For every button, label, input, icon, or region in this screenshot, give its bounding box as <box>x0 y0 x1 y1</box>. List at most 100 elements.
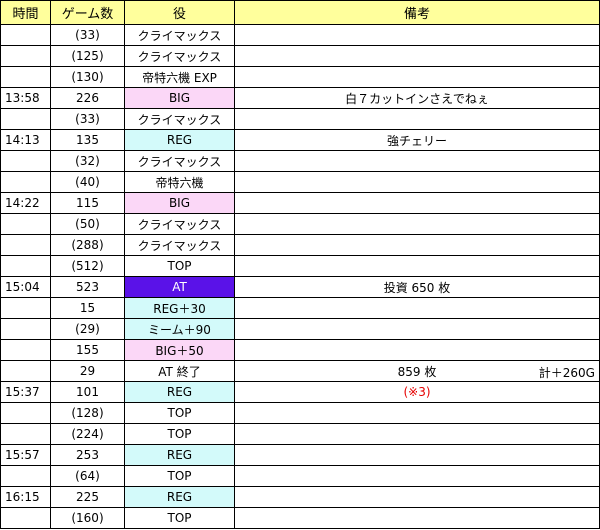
header-cell: 時間 <box>0 0 51 25</box>
note-cell <box>234 213 600 235</box>
table-row: 15:37 101 REG (※3) <box>0 381 600 403</box>
note-cell: 投資 650 枚 <box>234 276 600 298</box>
games-cell: (125) <box>50 45 125 67</box>
table-row: (130) 帝特六機 EXP <box>0 66 600 88</box>
time-cell <box>0 45 51 67</box>
table-row: (33) クライマックス <box>0 108 600 130</box>
role-cell: クライマックス <box>124 108 235 130</box>
games-cell: 135 <box>50 129 125 151</box>
time-cell <box>0 234 51 256</box>
role-cell: クライマックス <box>124 234 235 256</box>
table-row: 16:15 225 REG <box>0 486 600 508</box>
time-cell <box>0 66 51 88</box>
games-cell: (128) <box>50 402 125 424</box>
games-cell: (512) <box>50 255 125 277</box>
games-cell: (160) <box>50 507 125 529</box>
note-cell <box>234 297 600 319</box>
note-cell <box>234 486 600 508</box>
time-cell: 14:22 <box>0 192 51 214</box>
note-right: 計＋260G <box>538 366 595 380</box>
time-cell: 15:37 <box>0 381 51 403</box>
role-cell: BIG <box>124 192 235 214</box>
note-cell <box>234 171 600 193</box>
note-cell: (※3) <box>234 381 600 403</box>
note-cell <box>234 318 600 340</box>
time-cell <box>0 255 51 277</box>
time-cell <box>0 339 51 361</box>
table-row: 15:57 253 REG <box>0 444 600 466</box>
games-cell: 115 <box>50 192 125 214</box>
table-row: (288) クライマックス <box>0 234 600 256</box>
games-cell: (40) <box>50 171 125 193</box>
games-cell: (288) <box>50 234 125 256</box>
role-cell: ミーム＋90 <box>124 318 235 340</box>
games-cell: (33) <box>50 24 125 46</box>
games-cell: 15 <box>50 297 125 319</box>
games-cell: (64) <box>50 465 125 487</box>
note-cell <box>234 507 600 529</box>
time-cell: 13:58 <box>0 87 51 109</box>
table-row: 13:58 226 BIG 白７カットインさえでねぇ <box>0 87 600 109</box>
table-row: (33) クライマックス <box>0 24 600 46</box>
role-cell: TOP <box>124 402 235 424</box>
role-cell: クライマックス <box>124 150 235 172</box>
table-row: (224) TOP <box>0 423 600 445</box>
games-cell: 226 <box>50 87 125 109</box>
table-row: (128) TOP <box>0 402 600 424</box>
note-cell <box>234 423 600 445</box>
note-cell <box>234 465 600 487</box>
note-cell: 強チェリー <box>234 129 600 151</box>
note-cell <box>234 192 600 214</box>
table-row: (125) クライマックス <box>0 45 600 67</box>
note-cell <box>234 234 600 256</box>
time-cell: 15:04 <box>0 276 51 298</box>
games-cell: 155 <box>50 339 125 361</box>
time-cell: 14:13 <box>0 129 51 151</box>
table-body: (33) クライマックス (125) クライマックス (130) 帝特六機 EXP 13:5… <box>0 24 600 529</box>
role-cell: AT 終了 <box>124 360 235 382</box>
role-cell: BIG <box>124 87 235 109</box>
role-cell: TOP <box>124 255 235 277</box>
note-cell <box>234 108 600 130</box>
role-cell: TOP <box>124 507 235 529</box>
note-cell <box>234 255 600 277</box>
table-row: 15:04 523 AT 投資 650 枚 <box>0 276 600 298</box>
table-row: 155 BIG＋50 <box>0 339 600 361</box>
table-row: (160) TOP <box>0 507 600 529</box>
time-cell <box>0 465 51 487</box>
role-cell: クライマックス <box>124 45 235 67</box>
note-cell <box>234 444 600 466</box>
role-cell: TOP <box>124 465 235 487</box>
table-row: (512) TOP <box>0 255 600 277</box>
games-cell: (50) <box>50 213 125 235</box>
note-cell: 859 枚計＋260G <box>234 360 600 382</box>
time-cell: 16:15 <box>0 486 51 508</box>
header-cell: ゲーム数 <box>50 0 125 25</box>
games-cell: (224) <box>50 423 125 445</box>
header-cell: 備考 <box>234 0 600 25</box>
table-row: (64) TOP <box>0 465 600 487</box>
role-cell: 帝特六機 <box>124 171 235 193</box>
role-cell: REG＋30 <box>124 297 235 319</box>
games-cell: (32) <box>50 150 125 172</box>
role-cell: REG <box>124 129 235 151</box>
time-cell <box>0 360 51 382</box>
table-row: 14:13 135 REG 強チェリー <box>0 129 600 151</box>
role-cell: REG <box>124 381 235 403</box>
note-cell <box>234 150 600 172</box>
time-cell <box>0 108 51 130</box>
role-cell: クライマックス <box>124 213 235 235</box>
games-cell: 225 <box>50 486 125 508</box>
role-cell: 帝特六機 EXP <box>124 66 235 88</box>
time-cell <box>0 213 51 235</box>
time-cell <box>0 507 51 529</box>
time-cell <box>0 318 51 340</box>
games-cell: 29 <box>50 360 125 382</box>
role-cell: REG <box>124 486 235 508</box>
table-row: 15 REG＋30 <box>0 297 600 319</box>
time-cell <box>0 402 51 424</box>
table-row: (40) 帝特六機 <box>0 171 600 193</box>
table-row: (29) ミーム＋90 <box>0 318 600 340</box>
role-cell: AT <box>124 276 235 298</box>
